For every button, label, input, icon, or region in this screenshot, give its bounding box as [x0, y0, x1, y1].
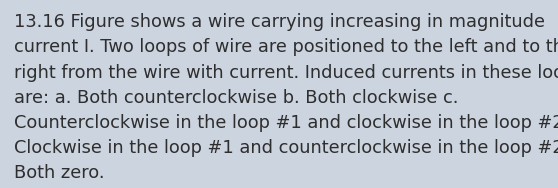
Text: current I. Two loops of wire are positioned to the left and to the: current I. Two loops of wire are positio…: [14, 38, 558, 56]
Text: Clockwise in the loop #1 and counterclockwise in the loop #2 e.: Clockwise in the loop #1 and countercloc…: [14, 139, 558, 157]
Text: right from the wire with current. Induced currents in these loops: right from the wire with current. Induce…: [14, 64, 558, 82]
Text: Counterclockwise in the loop #1 and clockwise in the loop #2. d.: Counterclockwise in the loop #1 and cloc…: [14, 114, 558, 132]
Text: are: a. Both counterclockwise b. Both clockwise c.: are: a. Both counterclockwise b. Both cl…: [14, 89, 458, 107]
Text: 13.16 Figure shows a wire carrying increasing in magnitude: 13.16 Figure shows a wire carrying incre…: [14, 13, 545, 31]
Text: Both zero.: Both zero.: [14, 164, 104, 182]
